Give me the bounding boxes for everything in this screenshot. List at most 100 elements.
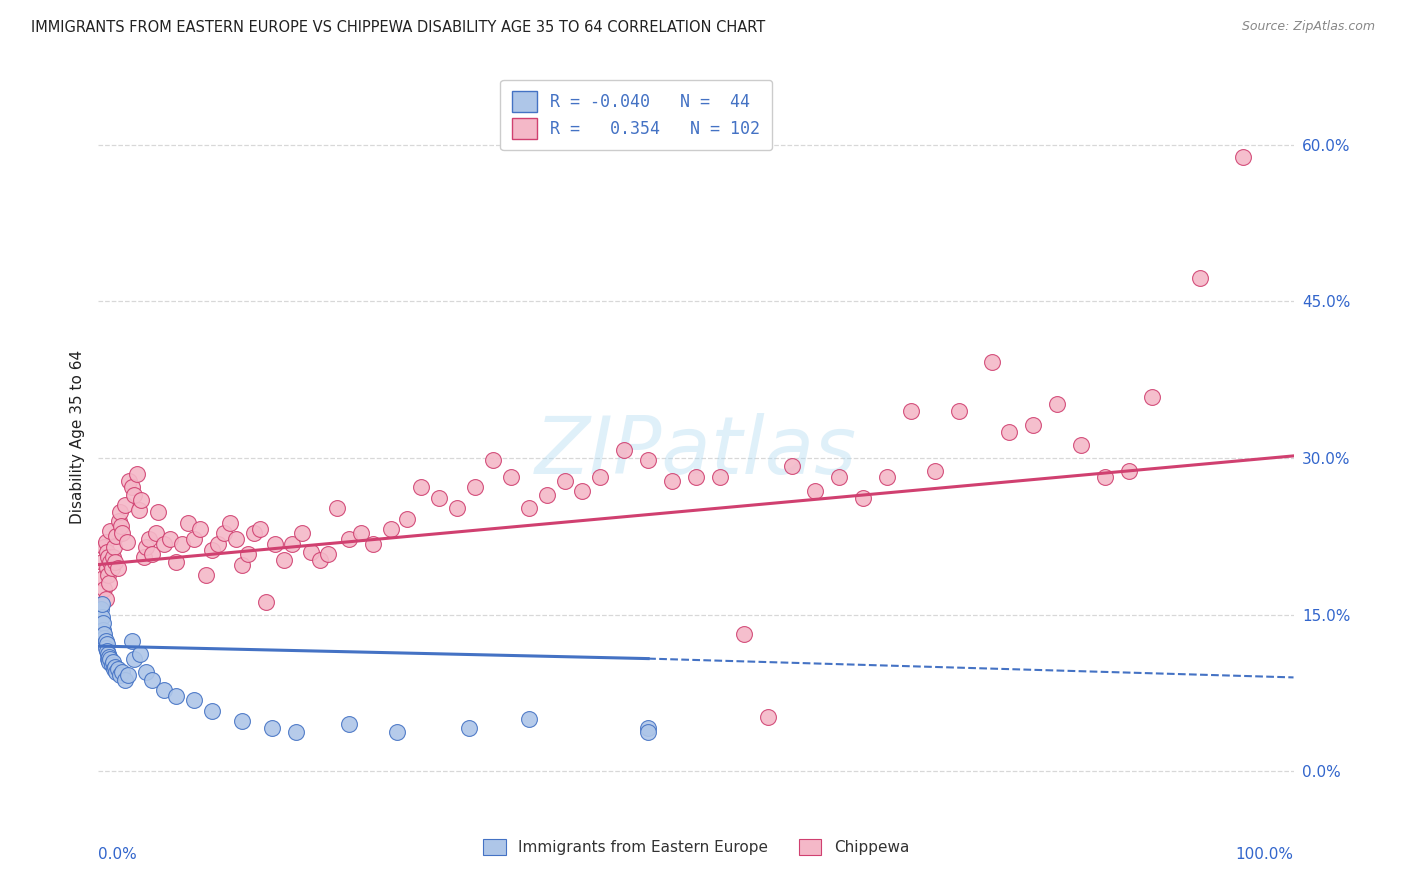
- Point: [165, 690, 187, 704]
- Point: [153, 682, 176, 697]
- Point: [107, 560, 129, 574]
- Point: [98, 655, 121, 669]
- Point: [104, 556, 127, 570]
- Point: [91, 556, 114, 570]
- Legend: Immigrants from Eastern Europe, Chippewa: Immigrants from Eastern Europe, Chippewa: [477, 833, 915, 861]
- Point: [380, 522, 402, 536]
- Point: [780, 459, 803, 474]
- Point: [339, 717, 361, 731]
- Point: [121, 633, 143, 648]
- Point: [145, 526, 167, 541]
- Point: [98, 649, 121, 664]
- Point: [98, 651, 122, 665]
- Point: [105, 665, 128, 680]
- Point: [948, 404, 970, 418]
- Point: [1232, 150, 1254, 164]
- Point: [1142, 390, 1164, 404]
- Point: [91, 597, 114, 611]
- Point: [98, 556, 122, 570]
- Point: [115, 534, 138, 549]
- Point: [195, 568, 218, 582]
- Point: [291, 526, 314, 541]
- Point: [101, 655, 124, 669]
- Point: [284, 724, 307, 739]
- Point: [90, 602, 112, 616]
- Point: [517, 501, 540, 516]
- Point: [91, 616, 114, 631]
- Point: [96, 545, 118, 559]
- Point: [363, 536, 385, 550]
- Point: [316, 547, 339, 561]
- Point: [153, 536, 176, 550]
- Point: [114, 673, 136, 687]
- Point: [131, 492, 153, 507]
- Point: [165, 556, 187, 570]
- Point: [613, 442, 636, 457]
- Point: [104, 660, 127, 674]
- Point: [183, 533, 205, 547]
- Point: [481, 453, 505, 467]
- Point: [94, 534, 117, 549]
- Y-axis label: Disability Age 35 to 64: Disability Age 35 to 64: [69, 350, 84, 524]
- Point: [107, 662, 129, 676]
- Point: [446, 501, 468, 516]
- Point: [91, 624, 114, 638]
- Point: [852, 491, 875, 505]
- Point: [172, 536, 194, 550]
- Point: [1189, 271, 1212, 285]
- Point: [1046, 397, 1069, 411]
- Point: [225, 533, 247, 547]
- Point: [395, 511, 418, 525]
- Text: ZIPatlas: ZIPatlas: [534, 413, 858, 491]
- Point: [231, 558, 253, 572]
- Point: [94, 641, 117, 656]
- Point: [135, 665, 157, 680]
- Point: [128, 503, 150, 517]
- Point: [108, 505, 131, 519]
- Point: [98, 576, 121, 591]
- Point: [733, 626, 755, 640]
- Point: [260, 721, 283, 735]
- Point: [281, 536, 304, 550]
- Point: [219, 516, 242, 530]
- Point: [464, 480, 486, 494]
- Point: [97, 648, 120, 662]
- Point: [249, 522, 271, 536]
- Point: [924, 463, 946, 477]
- Point: [91, 571, 114, 585]
- Point: [124, 651, 146, 665]
- Point: [571, 484, 593, 499]
- Point: [121, 480, 143, 494]
- Point: [661, 474, 683, 488]
- Point: [148, 505, 170, 519]
- Point: [93, 631, 115, 645]
- Point: [254, 595, 277, 609]
- Point: [637, 453, 659, 467]
- Point: [661, 129, 683, 144]
- Point: [804, 484, 827, 499]
- Point: [159, 533, 181, 547]
- Point: [876, 470, 898, 484]
- Point: [100, 560, 122, 574]
- Point: [94, 633, 117, 648]
- Point: [108, 668, 131, 682]
- Point: [96, 644, 118, 658]
- Point: [998, 425, 1021, 439]
- Point: [299, 545, 322, 559]
- Point: [264, 536, 287, 550]
- Point: [135, 540, 157, 554]
- Point: [1094, 470, 1116, 484]
- Point: [103, 662, 125, 676]
- Point: [411, 480, 433, 494]
- Point: [117, 668, 139, 682]
- Point: [201, 543, 224, 558]
- Point: [91, 609, 114, 624]
- Point: [96, 560, 118, 574]
- Point: [100, 657, 122, 672]
- Point: [273, 553, 295, 567]
- Point: [188, 522, 211, 536]
- Point: [114, 498, 136, 512]
- Point: [124, 487, 146, 501]
- Point: [97, 550, 120, 565]
- Point: [177, 516, 200, 530]
